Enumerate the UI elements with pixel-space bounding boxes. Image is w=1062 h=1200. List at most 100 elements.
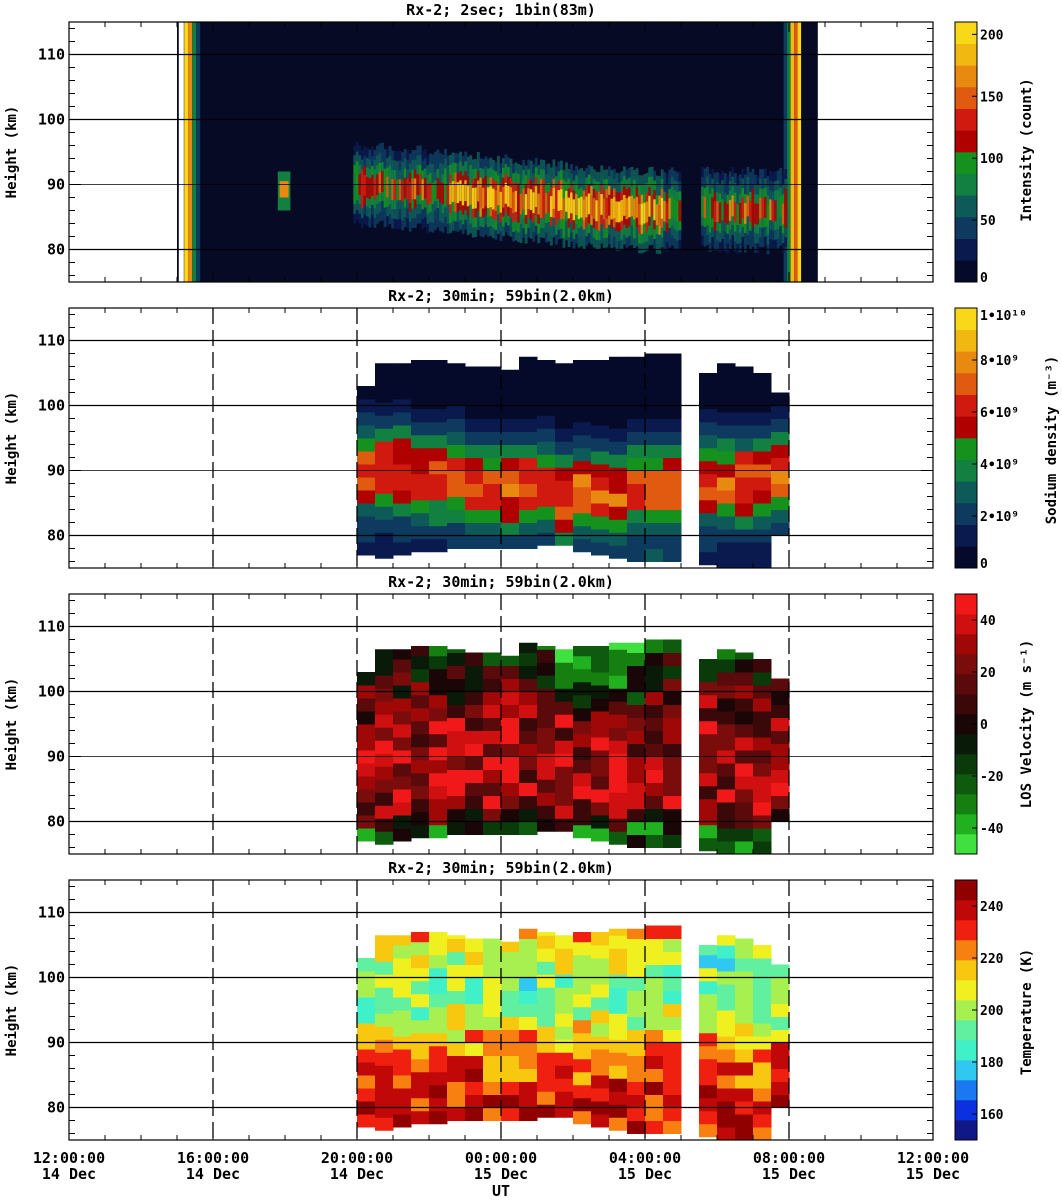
temperature-cell xyxy=(717,945,736,959)
intensity-column xyxy=(391,179,395,200)
temperature-cell xyxy=(699,1123,718,1138)
temperature-cell xyxy=(717,1062,736,1076)
density-cell xyxy=(717,503,736,517)
temperature-cell xyxy=(501,1094,520,1108)
density-cell xyxy=(483,522,502,536)
velocity-cell xyxy=(717,737,736,751)
temperature-cell xyxy=(411,1032,430,1047)
colorbar-2-swatch xyxy=(955,308,977,330)
temperature-cell xyxy=(519,990,538,1004)
density-cell xyxy=(411,486,430,501)
density-cell xyxy=(501,379,520,393)
temperature-cell xyxy=(519,977,538,991)
density-cell xyxy=(429,382,448,397)
intensity-column xyxy=(718,202,722,224)
colorbar-1-swatch xyxy=(955,152,977,174)
intensity-column xyxy=(466,185,470,207)
velocity-cell xyxy=(699,707,718,722)
velocity-cell xyxy=(609,714,628,728)
velocity-cell xyxy=(393,672,412,686)
intensity-column xyxy=(527,188,531,209)
density-cell xyxy=(555,454,574,468)
x-tick-label-date: 15 Dec xyxy=(906,1165,960,1183)
temperature-cell xyxy=(573,1032,592,1047)
colorbar-3-swatch xyxy=(955,814,977,835)
density-cell xyxy=(609,506,628,520)
y-tick-label: 80 xyxy=(47,527,65,545)
density-cell xyxy=(645,470,664,484)
colorbar-4-swatch xyxy=(955,1060,977,1081)
temperature-cell xyxy=(573,1071,592,1086)
density-cell xyxy=(663,470,682,484)
temperature-cell xyxy=(717,1127,736,1140)
temperature-cell xyxy=(663,938,682,952)
velocity-cell xyxy=(717,763,736,777)
temperature-cell xyxy=(357,1062,376,1076)
intensity-column xyxy=(567,197,571,219)
velocity-cell xyxy=(663,769,682,783)
intensity-column xyxy=(486,187,490,209)
density-cell xyxy=(519,366,538,380)
velocity-cell xyxy=(375,818,394,832)
velocity-cell xyxy=(537,649,556,663)
temperature-cell xyxy=(465,1055,484,1069)
temperature-cell xyxy=(393,997,412,1011)
density-cell xyxy=(645,366,664,380)
density-cell xyxy=(699,395,718,410)
temperature-cell xyxy=(699,1058,718,1073)
colorbar-1-swatch xyxy=(955,87,977,109)
temperature-cell xyxy=(357,1049,376,1063)
velocity-cell xyxy=(537,646,556,650)
density-cell xyxy=(627,548,646,562)
density-cell xyxy=(375,506,394,520)
velocity-cell xyxy=(735,711,754,725)
density-cell xyxy=(591,425,610,439)
density-cell xyxy=(699,382,718,397)
temperature-cell xyxy=(753,1075,772,1089)
x-tick-label-time: 00:00:00 xyxy=(465,1149,537,1167)
density-cell xyxy=(447,431,466,445)
velocity-cell xyxy=(465,665,484,679)
density-cell xyxy=(753,477,772,491)
colorbar-4-swatch xyxy=(955,1100,977,1121)
temperature-cell xyxy=(375,935,394,949)
velocity-cell xyxy=(429,707,448,722)
intensity-column xyxy=(726,203,730,225)
velocity-cell xyxy=(771,691,790,705)
temperature-cell xyxy=(663,1055,682,1069)
temperature-cell xyxy=(465,951,484,965)
density-cell xyxy=(753,373,772,387)
temperature-cell xyxy=(393,958,412,972)
temperature-cell xyxy=(357,1075,376,1089)
intensity-column xyxy=(429,182,432,204)
temperature-cell xyxy=(483,1107,502,1121)
temperature-cell xyxy=(447,951,466,965)
temperature-cell xyxy=(537,974,556,988)
density-cell xyxy=(411,499,430,514)
velocity-cell xyxy=(537,662,556,676)
velocity-cell xyxy=(537,701,556,715)
temperature-cell xyxy=(609,1078,628,1092)
temperature-cell xyxy=(555,1000,574,1014)
intensity-column xyxy=(582,199,586,221)
density-cell xyxy=(663,366,682,380)
intensity-column xyxy=(738,202,742,224)
intensity-column xyxy=(663,200,667,222)
velocity-cell xyxy=(627,743,646,757)
temperature-cell xyxy=(555,987,574,1001)
intensity-column xyxy=(784,197,788,219)
temperature-cell xyxy=(609,1091,628,1105)
temperature-cell xyxy=(573,993,592,1008)
temperature-cell xyxy=(645,1042,664,1056)
panel-1-title: Rx-2; 2sec; 1bin(83m) xyxy=(406,1,596,19)
density-cell xyxy=(483,392,502,406)
velocity-cell xyxy=(663,691,682,705)
temperature-cell xyxy=(591,1114,610,1128)
y-tick-label: 80 xyxy=(47,1099,65,1117)
velocity-cell xyxy=(735,763,754,777)
velocity-cell xyxy=(501,743,520,757)
intensity-column xyxy=(456,182,460,204)
intensity-column xyxy=(532,192,536,214)
intensity-column xyxy=(363,174,367,196)
temperature-cell xyxy=(537,948,556,962)
